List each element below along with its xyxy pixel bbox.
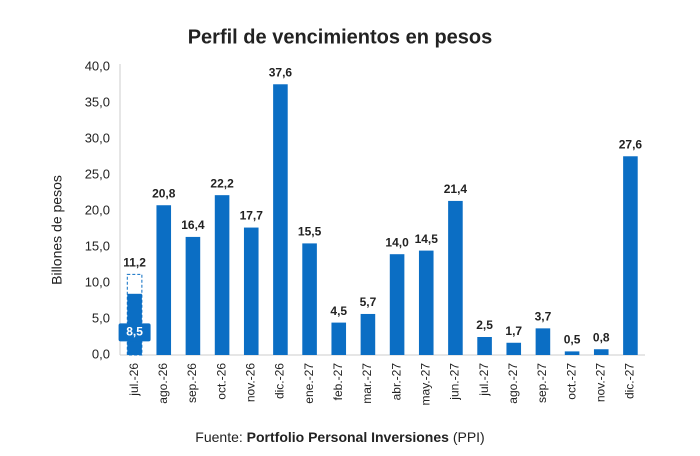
value-label: 0,5: [564, 333, 581, 347]
bar: [593, 349, 609, 355]
bar: [331, 322, 347, 355]
source-name: Portfolio Personal Inversiones: [247, 429, 449, 445]
value-label: 4,5: [330, 304, 347, 318]
x-tick-label: may.-27: [418, 363, 432, 406]
partial-label-box: [118, 323, 151, 342]
value-label: 22,2: [210, 176, 234, 190]
bar: [448, 200, 463, 355]
bar: [389, 254, 405, 355]
bar: [156, 205, 172, 355]
bar: [477, 337, 492, 355]
value-label: 1,7: [505, 324, 522, 338]
y-tick-label: 10,0: [85, 274, 110, 289]
x-tick-label: feb.-27: [331, 363, 345, 401]
value-label: 3,7: [535, 310, 552, 324]
x-tick-label: ene.-27: [302, 363, 316, 404]
bar: [302, 243, 317, 355]
x-tick-label: mar.-27: [360, 363, 374, 404]
x-tick-label: nov.-26: [243, 363, 257, 402]
y-tick-label: 15,0: [85, 238, 110, 253]
bar: [623, 156, 638, 355]
y-tick-label: 40,0: [85, 58, 110, 73]
bar: [418, 250, 434, 355]
chart-title: Perfil de vencimientos en pesos: [188, 26, 493, 48]
x-tick-label: jun.-27: [448, 363, 462, 401]
x-tick-label: ago.-27: [506, 363, 520, 404]
x-tick-label: ago.-26: [156, 363, 170, 404]
value-label: 21,4: [444, 182, 468, 196]
value-label: 14,5: [415, 232, 439, 246]
value-label: 2,5: [476, 318, 493, 332]
bar: [185, 236, 201, 355]
x-tick-label: jul.-26: [127, 363, 141, 397]
y-tick-label: 25,0: [85, 166, 110, 181]
y-tick-label: 30,0: [85, 130, 110, 145]
bar: [360, 313, 376, 355]
source: Fuente: Portfolio Personal Inversiones (…: [195, 429, 484, 445]
x-tick-label: oct.-27: [564, 363, 578, 400]
y-tick-label: 5,0: [92, 310, 110, 325]
bar: [506, 342, 522, 355]
value-label: 15,5: [298, 225, 322, 239]
value-label: 14,0: [385, 235, 409, 249]
y-axis-label: Billones de pesos: [49, 175, 65, 285]
x-tick-label: sep.-26: [185, 363, 199, 403]
x-tick-label: jul.-27: [477, 363, 491, 397]
y-tick-label: 35,0: [85, 94, 110, 109]
value-label: 0,8: [593, 330, 610, 344]
x-tick-label: dic.-26: [273, 363, 287, 399]
y-tick-label: 20,0: [85, 202, 110, 217]
bar: [243, 227, 259, 355]
bar: [214, 195, 230, 355]
bar: [273, 84, 288, 355]
x-tick-label: oct.-26: [214, 363, 228, 400]
value-label: 11,2: [123, 256, 146, 270]
value-label: 17,7: [240, 209, 264, 223]
source-suffix: (PPI): [453, 429, 485, 445]
x-tick-label: nov.-27: [593, 363, 607, 402]
y-tick-label: 0,0: [92, 346, 110, 361]
value-label: 5,7: [360, 295, 377, 309]
x-tick-label: abr.-27: [389, 363, 403, 401]
partial-label: 8,5: [126, 325, 143, 339]
value-label: 27,6: [619, 137, 643, 151]
value-label: 37,6: [269, 65, 293, 79]
value-label: 16,4: [181, 218, 205, 232]
x-tick-label: sep.-27: [535, 363, 549, 403]
bar: [564, 351, 580, 355]
x-tick-label: dic.-27: [623, 363, 637, 399]
bar: [535, 328, 551, 355]
value-label: 20,8: [152, 186, 176, 200]
source-prefix: Fuente:: [195, 429, 242, 445]
